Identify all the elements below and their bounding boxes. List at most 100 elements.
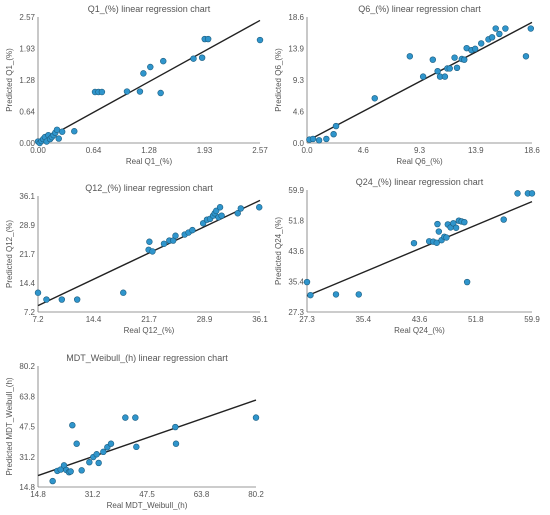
chart-2-title: Q6_(%) linear regression chart bbox=[358, 4, 481, 14]
chart-3-y-tick-label: 14.4 bbox=[19, 279, 35, 288]
chart-4-data-point bbox=[443, 234, 450, 241]
chart-4-data-point bbox=[307, 291, 314, 299]
chart-2: Q6_(%) linear regression chart 0.0 4.6 9.3 1… bbox=[274, 4, 540, 166]
chart-2-data-point bbox=[477, 40, 485, 47]
chart-2-regression-line bbox=[306, 21, 533, 142]
chart-2-data-point bbox=[492, 25, 499, 32]
chart-1-x-tick-label: 1.28 bbox=[141, 146, 157, 155]
chart-1-data-point bbox=[256, 36, 264, 44]
chart-2-x-tick-label: 9.3 bbox=[414, 146, 426, 155]
chart-1-data-point bbox=[53, 126, 61, 133]
chart-4-y-tick-label: 59.9 bbox=[288, 186, 304, 195]
chart-1-x-axis-label: Real Q1_(%) bbox=[126, 157, 173, 166]
chart-3-y-tick-label: 7.2 bbox=[24, 308, 36, 317]
chart-5-y-axis-label: Predicted MDT_Weibull_(h) bbox=[5, 377, 14, 475]
chart-3-data-point bbox=[216, 204, 224, 211]
chart-1-y-tick-label: 0.00 bbox=[19, 139, 35, 148]
chart-4-title: Q24_(%) linear regression chart bbox=[356, 177, 484, 187]
chart-2-data-point bbox=[527, 25, 534, 32]
chart-4-x-tick-label: 35.4 bbox=[355, 315, 371, 324]
chart-5-y-tick-label: 80.2 bbox=[19, 362, 35, 371]
chart-3-data-point bbox=[172, 232, 179, 239]
chart-3-data-point bbox=[146, 238, 153, 245]
chart-1-x-tick-label: 0.64 bbox=[86, 146, 102, 155]
chart-1: Q1_(%) linear regression chart 0.00 0.64 1.… bbox=[5, 4, 268, 166]
chart-4-regression-line bbox=[306, 200, 533, 297]
chart-4-x-tick-label: 43.6 bbox=[412, 315, 428, 324]
chart-1-y-axis-label: Predicted Q1_(%) bbox=[5, 48, 14, 112]
chart-5-x-tick-label: 14.8 bbox=[30, 490, 46, 499]
chart-4-data-point bbox=[303, 278, 311, 286]
chart-2-y-axis-label: Predicted Q6_(%) bbox=[274, 48, 283, 112]
chart-2-data-point bbox=[522, 53, 530, 60]
chart-4-data-point bbox=[410, 239, 418, 247]
chart-4-y-tick-label: 43.6 bbox=[288, 247, 304, 256]
chart-4-data-point bbox=[434, 220, 441, 228]
chart-4-x-tick-label: 27.3 bbox=[299, 315, 315, 324]
chart-5-data-point bbox=[132, 414, 139, 421]
chart-1-data-point bbox=[198, 54, 206, 61]
chart-2-data-point bbox=[441, 73, 449, 80]
chart-2-data-point bbox=[323, 135, 330, 143]
chart-5-x-tick-label: 47.5 bbox=[139, 490, 155, 499]
chart-1-data-point bbox=[71, 128, 78, 135]
chart-1-title: Q1_(%) linear regression chart bbox=[88, 4, 211, 14]
chart-5-data-point bbox=[122, 414, 129, 421]
chart-3-data-point bbox=[120, 289, 127, 296]
chart-1-data-point bbox=[136, 88, 144, 95]
chart-2-data-point bbox=[330, 130, 337, 138]
chart-3-regression-line bbox=[37, 199, 261, 307]
chart-3-x-tick-label: 36.1 bbox=[252, 315, 268, 324]
chart-5: MDT_Weibull_(h) linear regression chart 1… bbox=[5, 353, 264, 510]
chart-2-data-point bbox=[446, 65, 453, 72]
chart-2-data-point bbox=[332, 122, 340, 130]
chart-2-data-point bbox=[451, 54, 458, 61]
chart-4-y-tick-label: 51.8 bbox=[288, 217, 304, 226]
chart-3-y-tick-label: 28.9 bbox=[19, 221, 35, 230]
chart-5-data-point bbox=[69, 422, 76, 429]
chart-5-data-point bbox=[107, 440, 115, 447]
chart-5-y-tick-label: 31.2 bbox=[19, 453, 35, 462]
chart-3-y-axis-label: Predicted Q12_(%) bbox=[5, 220, 14, 288]
chart-2-data-point bbox=[419, 73, 427, 80]
chart-3: Q12_(%) linear regression chart 7.2 14.4 21… bbox=[5, 183, 268, 335]
chart-4-x-axis-label: Real Q24_(%) bbox=[394, 326, 445, 335]
chart-2-x-tick-label: 0.0 bbox=[301, 146, 313, 155]
chart-5-data-point bbox=[95, 459, 102, 467]
chart-3-data-point bbox=[218, 212, 225, 219]
chart-4-y-tick-label: 35.4 bbox=[288, 278, 304, 287]
chart-5-data-point bbox=[93, 451, 100, 458]
chart-1-data-point bbox=[123, 88, 131, 95]
chart-4-y-tick-label: 27.3 bbox=[288, 308, 304, 317]
chart-1-y-tick-label: 0.64 bbox=[19, 108, 35, 117]
chart-4-data-point bbox=[514, 190, 521, 197]
chart-4-data-point bbox=[355, 291, 362, 298]
chart-4-data-point bbox=[433, 239, 440, 246]
chart-5-regression-line bbox=[37, 399, 257, 477]
chart-2-data-point bbox=[429, 56, 437, 63]
chart-4-data-point bbox=[332, 291, 340, 298]
chart-5-y-tick-label: 47.5 bbox=[19, 423, 35, 432]
chart-3-x-tick-label: 7.2 bbox=[32, 315, 44, 324]
chart-2-x-tick-label: 18.6 bbox=[524, 146, 540, 155]
chart-3-x-tick-label: 14.4 bbox=[86, 315, 102, 324]
chart-1-x-tick-label: 0.00 bbox=[30, 146, 46, 155]
chart-4-data-point bbox=[435, 228, 443, 235]
chart-2-data-point bbox=[496, 30, 503, 38]
chart-1-data-point bbox=[140, 70, 147, 77]
chart-3-x-tick-label: 28.9 bbox=[197, 315, 213, 324]
chart-2-data-point bbox=[406, 53, 414, 60]
chart-4-data-point bbox=[461, 218, 468, 226]
chart-2-y-tick-label: 4.6 bbox=[293, 108, 305, 117]
chart-5-data-point bbox=[172, 423, 179, 431]
chart-2-y-tick-label: 9.3 bbox=[293, 76, 305, 85]
chart-3-data-point bbox=[199, 220, 207, 227]
chart-5-x-tick-label: 80.2 bbox=[248, 490, 264, 499]
chart-2-data-point bbox=[434, 67, 441, 75]
chart-3-title: Q12_(%) linear regression chart bbox=[85, 183, 213, 193]
chart-2-x-tick-label: 4.6 bbox=[358, 146, 370, 155]
chart-5-y-tick-label: 14.8 bbox=[19, 483, 35, 492]
chart-1-data-point bbox=[157, 89, 164, 97]
chart-1-y-tick-label: 2.57 bbox=[19, 13, 35, 22]
